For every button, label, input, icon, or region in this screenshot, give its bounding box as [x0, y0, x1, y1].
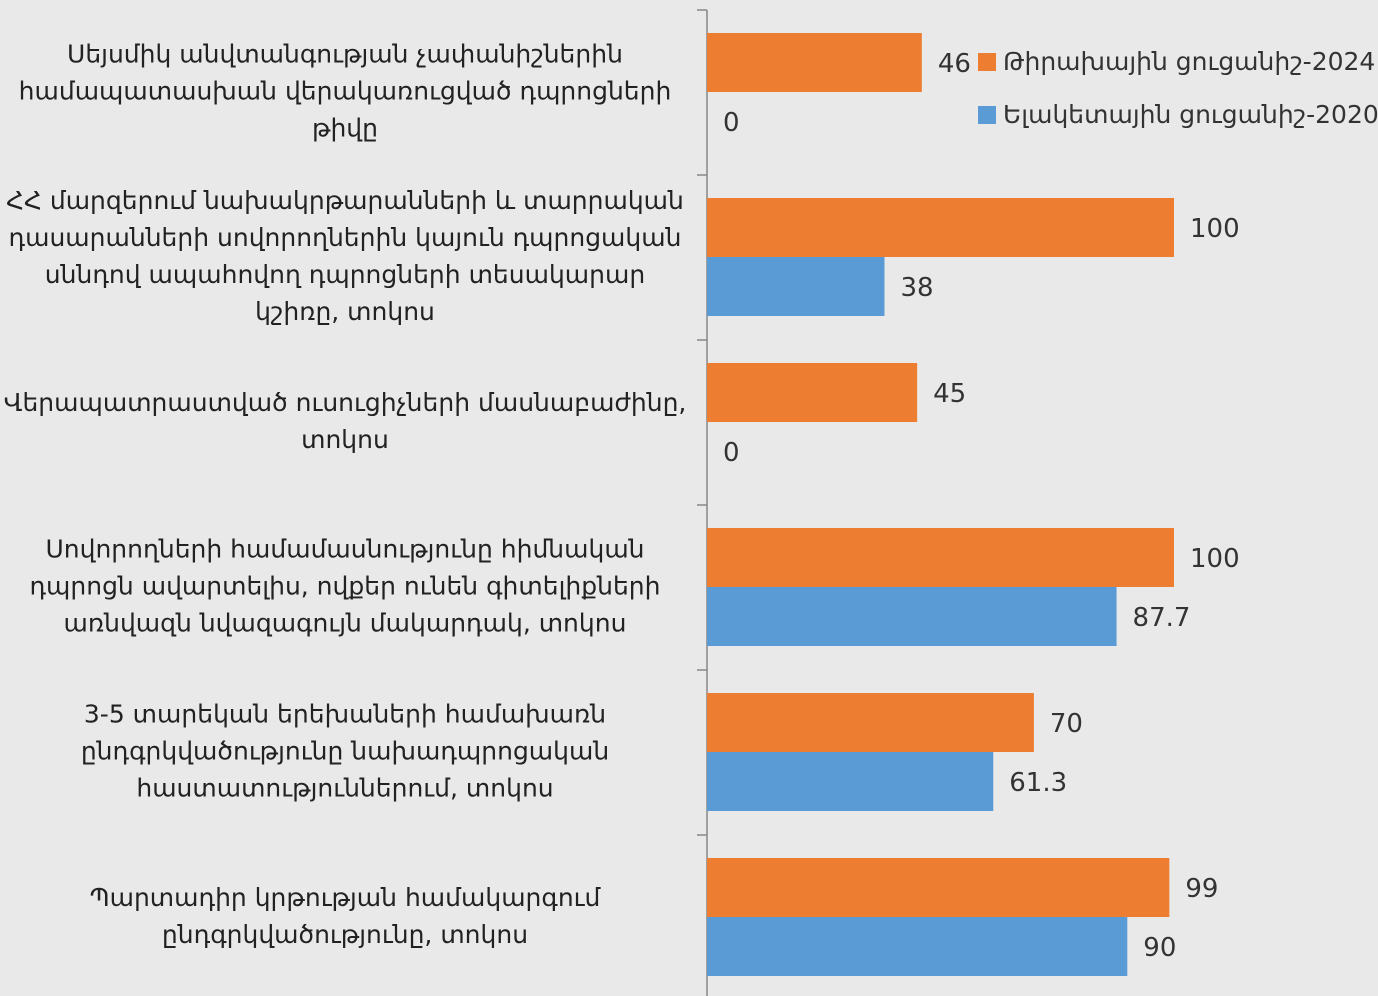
bar: [707, 363, 918, 422]
value-label: 100: [1190, 544, 1240, 574]
value-label: 61.3: [1009, 768, 1067, 798]
value-label: 100: [1190, 214, 1240, 244]
bar: [707, 587, 1117, 646]
category-label: ՀՀ մարզերում նախակրթարանների և տարրական …: [6, 185, 684, 326]
bar: [707, 257, 885, 316]
category-label: Վերապատրաստված ուսուցիչների մասնաբաժինը,…: [3, 387, 687, 454]
category-label: Պարտադիր կրթության համակարգում ընդգրկված…: [89, 882, 601, 949]
value-label: 87.7: [1133, 603, 1191, 633]
value-label: 0: [723, 108, 740, 138]
bar: [707, 752, 994, 811]
bar: [707, 528, 1174, 587]
category-label: Սովորողների համամասնությունը հիմնական դպ…: [29, 534, 661, 637]
value-label: 46: [938, 49, 971, 79]
value-label: 0: [723, 438, 740, 468]
value-label: 99: [1185, 874, 1218, 904]
legend-label: Թիրախային ցուցանիշ-2024: [1003, 47, 1375, 76]
bar: [707, 917, 1128, 976]
bar: [707, 693, 1034, 752]
legend-swatch: [978, 53, 996, 71]
bar: [707, 33, 922, 92]
value-label: 90: [1143, 933, 1176, 963]
bar: [707, 858, 1170, 917]
value-label: 45: [933, 379, 966, 409]
category-label: Սեյսմիկ անվտանգության չափանիշներին համապ…: [18, 39, 672, 142]
legend-swatch: [978, 106, 996, 124]
legend-label: Ելակետային ցուցանիշ-2020: [1003, 100, 1378, 129]
value-label: 70: [1050, 709, 1083, 739]
value-label: 38: [900, 273, 933, 303]
bar: [707, 198, 1174, 257]
category-label: 3-5 տարեկան երեխաների համախառն ընդգրկված…: [80, 699, 610, 802]
